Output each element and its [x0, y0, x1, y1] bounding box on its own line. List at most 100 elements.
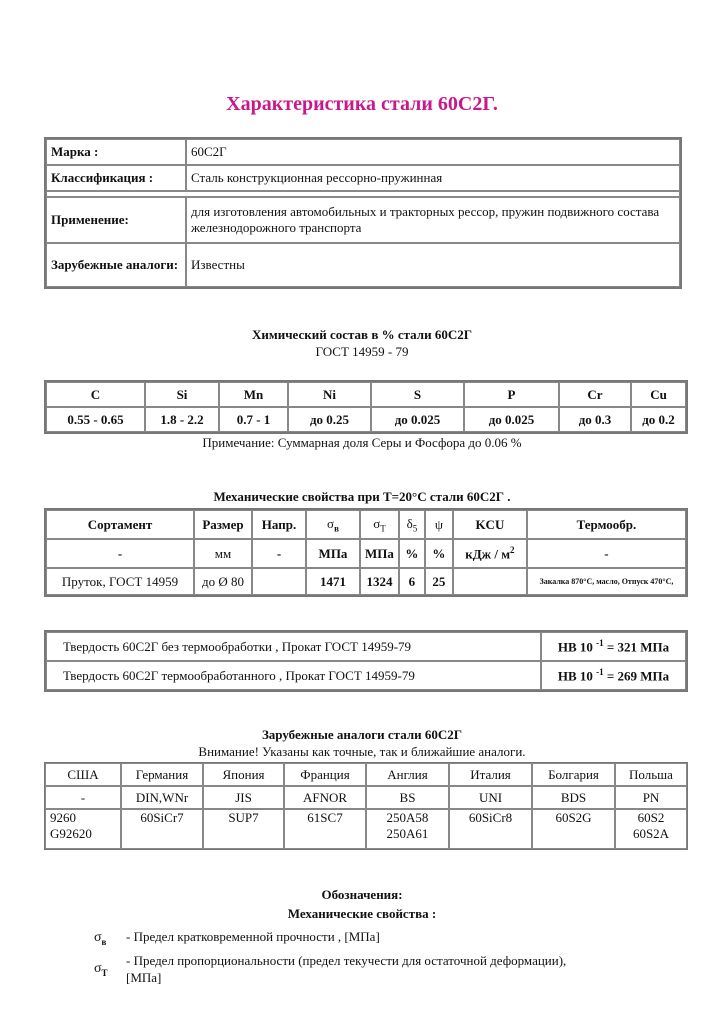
th-dir: Напр.: [252, 510, 306, 539]
sub: в: [101, 936, 107, 947]
unit-text: кДж / м: [465, 546, 511, 562]
sub: 5: [412, 523, 418, 534]
analog-grades: 9260 G92620: [45, 809, 121, 849]
standard: BDS: [532, 786, 615, 809]
grade: 60S2A: [632, 826, 670, 841]
th-element: Si: [145, 382, 219, 407]
result: = 269 МПа: [606, 668, 670, 684]
th-element: S: [371, 382, 464, 407]
th-country: Германия: [121, 763, 203, 786]
unit: -: [46, 539, 194, 568]
element-value: 0.55 - 0.65: [46, 407, 145, 432]
th-element: Cu: [631, 382, 686, 407]
analog-grades: SUP7: [203, 809, 284, 849]
chem-table: C Si Mn Ni S P Cr Cu 0.55 - 0.65 1.8 - 2.2 0.7 - …: [44, 380, 688, 434]
page-title: Характеристика стали 60С2Г.: [226, 93, 498, 115]
grade: 250A58: [386, 810, 429, 825]
grade: 60S2G: [555, 810, 592, 825]
th-country: Польша: [615, 763, 687, 786]
element-value: до 0.25: [288, 407, 371, 432]
value-grade: 60С2Г: [186, 139, 680, 165]
hardness-text: Твердость 60С2Г термообработанного , Про…: [46, 661, 541, 690]
th-size: Размер: [194, 510, 252, 539]
label-class: Классификация :: [46, 165, 186, 191]
chem-standard: ГОСТ 14959 - 79: [315, 344, 409, 359]
unit: МПа: [360, 539, 399, 568]
th-delta: δ5: [398, 510, 425, 539]
label-grade: Марка :: [46, 139, 186, 165]
unit: -: [526, 539, 686, 568]
cell: 1471: [306, 568, 360, 595]
standard: AFNOR: [284, 786, 366, 809]
standard: UNI: [449, 786, 532, 809]
hardness-table: Твердость 60С2Г без термообработки , Про…: [44, 630, 688, 692]
sup: 2: [510, 544, 515, 555]
unit: МПа: [306, 539, 360, 568]
th-country: Италия: [449, 763, 532, 786]
th-element: C: [46, 382, 145, 407]
mech-table: Сортамент Размер Напр. σв σT δ5 ψ KCU Те…: [44, 508, 688, 597]
grade: SUP7: [228, 810, 259, 825]
legend-subheading: Механические свойства :: [287, 906, 437, 921]
cell: [252, 568, 306, 595]
th-heat: Термообр.: [526, 510, 686, 539]
exp: -1: [596, 637, 604, 648]
exp: -1: [596, 666, 604, 677]
sub: T: [380, 523, 386, 534]
sigma: σ: [327, 515, 335, 531]
chem-note: Примечание: Суммарная доля Серы и Фосфор…: [202, 435, 522, 450]
standard: DIN,WNr: [121, 786, 203, 809]
value-class: Сталь конструкционная рессорно-пружинная: [186, 165, 680, 191]
grade: 60SiCr8: [468, 810, 513, 825]
analogs-heading: Зарубежные аналоги стали 60С2Г: [261, 727, 463, 742]
analog-grades: 60SiCr7: [121, 809, 203, 849]
cell: Пруток, ГОСТ 14959: [46, 568, 194, 595]
hb: HB 10: [557, 639, 593, 655]
standard: JIS: [203, 786, 284, 809]
element-value: 1.8 - 2.2: [145, 407, 219, 432]
th-element: Mn: [219, 382, 288, 407]
analog-grades: 60S2G: [532, 809, 615, 849]
th-element: Cr: [559, 382, 631, 407]
th-sortament: Сортамент: [46, 510, 194, 539]
legend-heading: Обозначения:: [321, 887, 403, 902]
grade: G92620: [50, 826, 92, 841]
th-psi: ψ: [424, 510, 453, 539]
analogs-note: Внимание! Указаны как точные, так и ближ…: [198, 744, 526, 759]
grade: 61SC7: [307, 810, 343, 825]
sub: T: [101, 967, 108, 978]
grade: 60S2: [637, 810, 665, 825]
th-kcu: KCU: [452, 510, 527, 539]
unit: кДж / м2: [452, 539, 527, 568]
element-value: до 0.025: [464, 407, 559, 432]
unit: -: [252, 539, 306, 568]
label-use: Применение:: [46, 197, 186, 243]
cell: 1324: [360, 568, 399, 595]
cell: до Ø 80: [194, 568, 252, 595]
element-value: 0.7 - 1: [219, 407, 288, 432]
element-value: до 0.2: [631, 407, 686, 432]
grade: 250A61: [386, 826, 429, 841]
spacer-row: [46, 191, 680, 197]
hardness-value: HB 10 -1 = 269 МПа: [541, 661, 686, 690]
cell: Закалка 870°C, масло, Отпуск 470°C,: [526, 568, 686, 595]
unit: мм: [194, 539, 252, 568]
th-country: Франция: [284, 763, 366, 786]
element-value: до 0.025: [371, 407, 464, 432]
hb: HB 10: [557, 668, 593, 684]
cell: 25: [424, 568, 453, 595]
sigma: σ: [94, 930, 102, 945]
sigma: σ: [373, 515, 381, 531]
standard: PN: [615, 786, 687, 809]
legend-text: - Предел кратковременной прочности , [МП…: [126, 929, 380, 944]
symbol-sigma-b: σв: [94, 930, 106, 947]
sub: в: [334, 523, 339, 534]
cell: [452, 568, 527, 595]
th-country: США: [45, 763, 121, 786]
grade: 9260: [50, 810, 76, 825]
standard: -: [45, 786, 121, 809]
cell: 6: [398, 568, 425, 595]
label-analogs: Зарубежные аналоги:: [46, 243, 186, 287]
th-country: Япония: [203, 763, 284, 786]
legend-text: - Предел пропорциональности (предел теку…: [126, 953, 567, 985]
